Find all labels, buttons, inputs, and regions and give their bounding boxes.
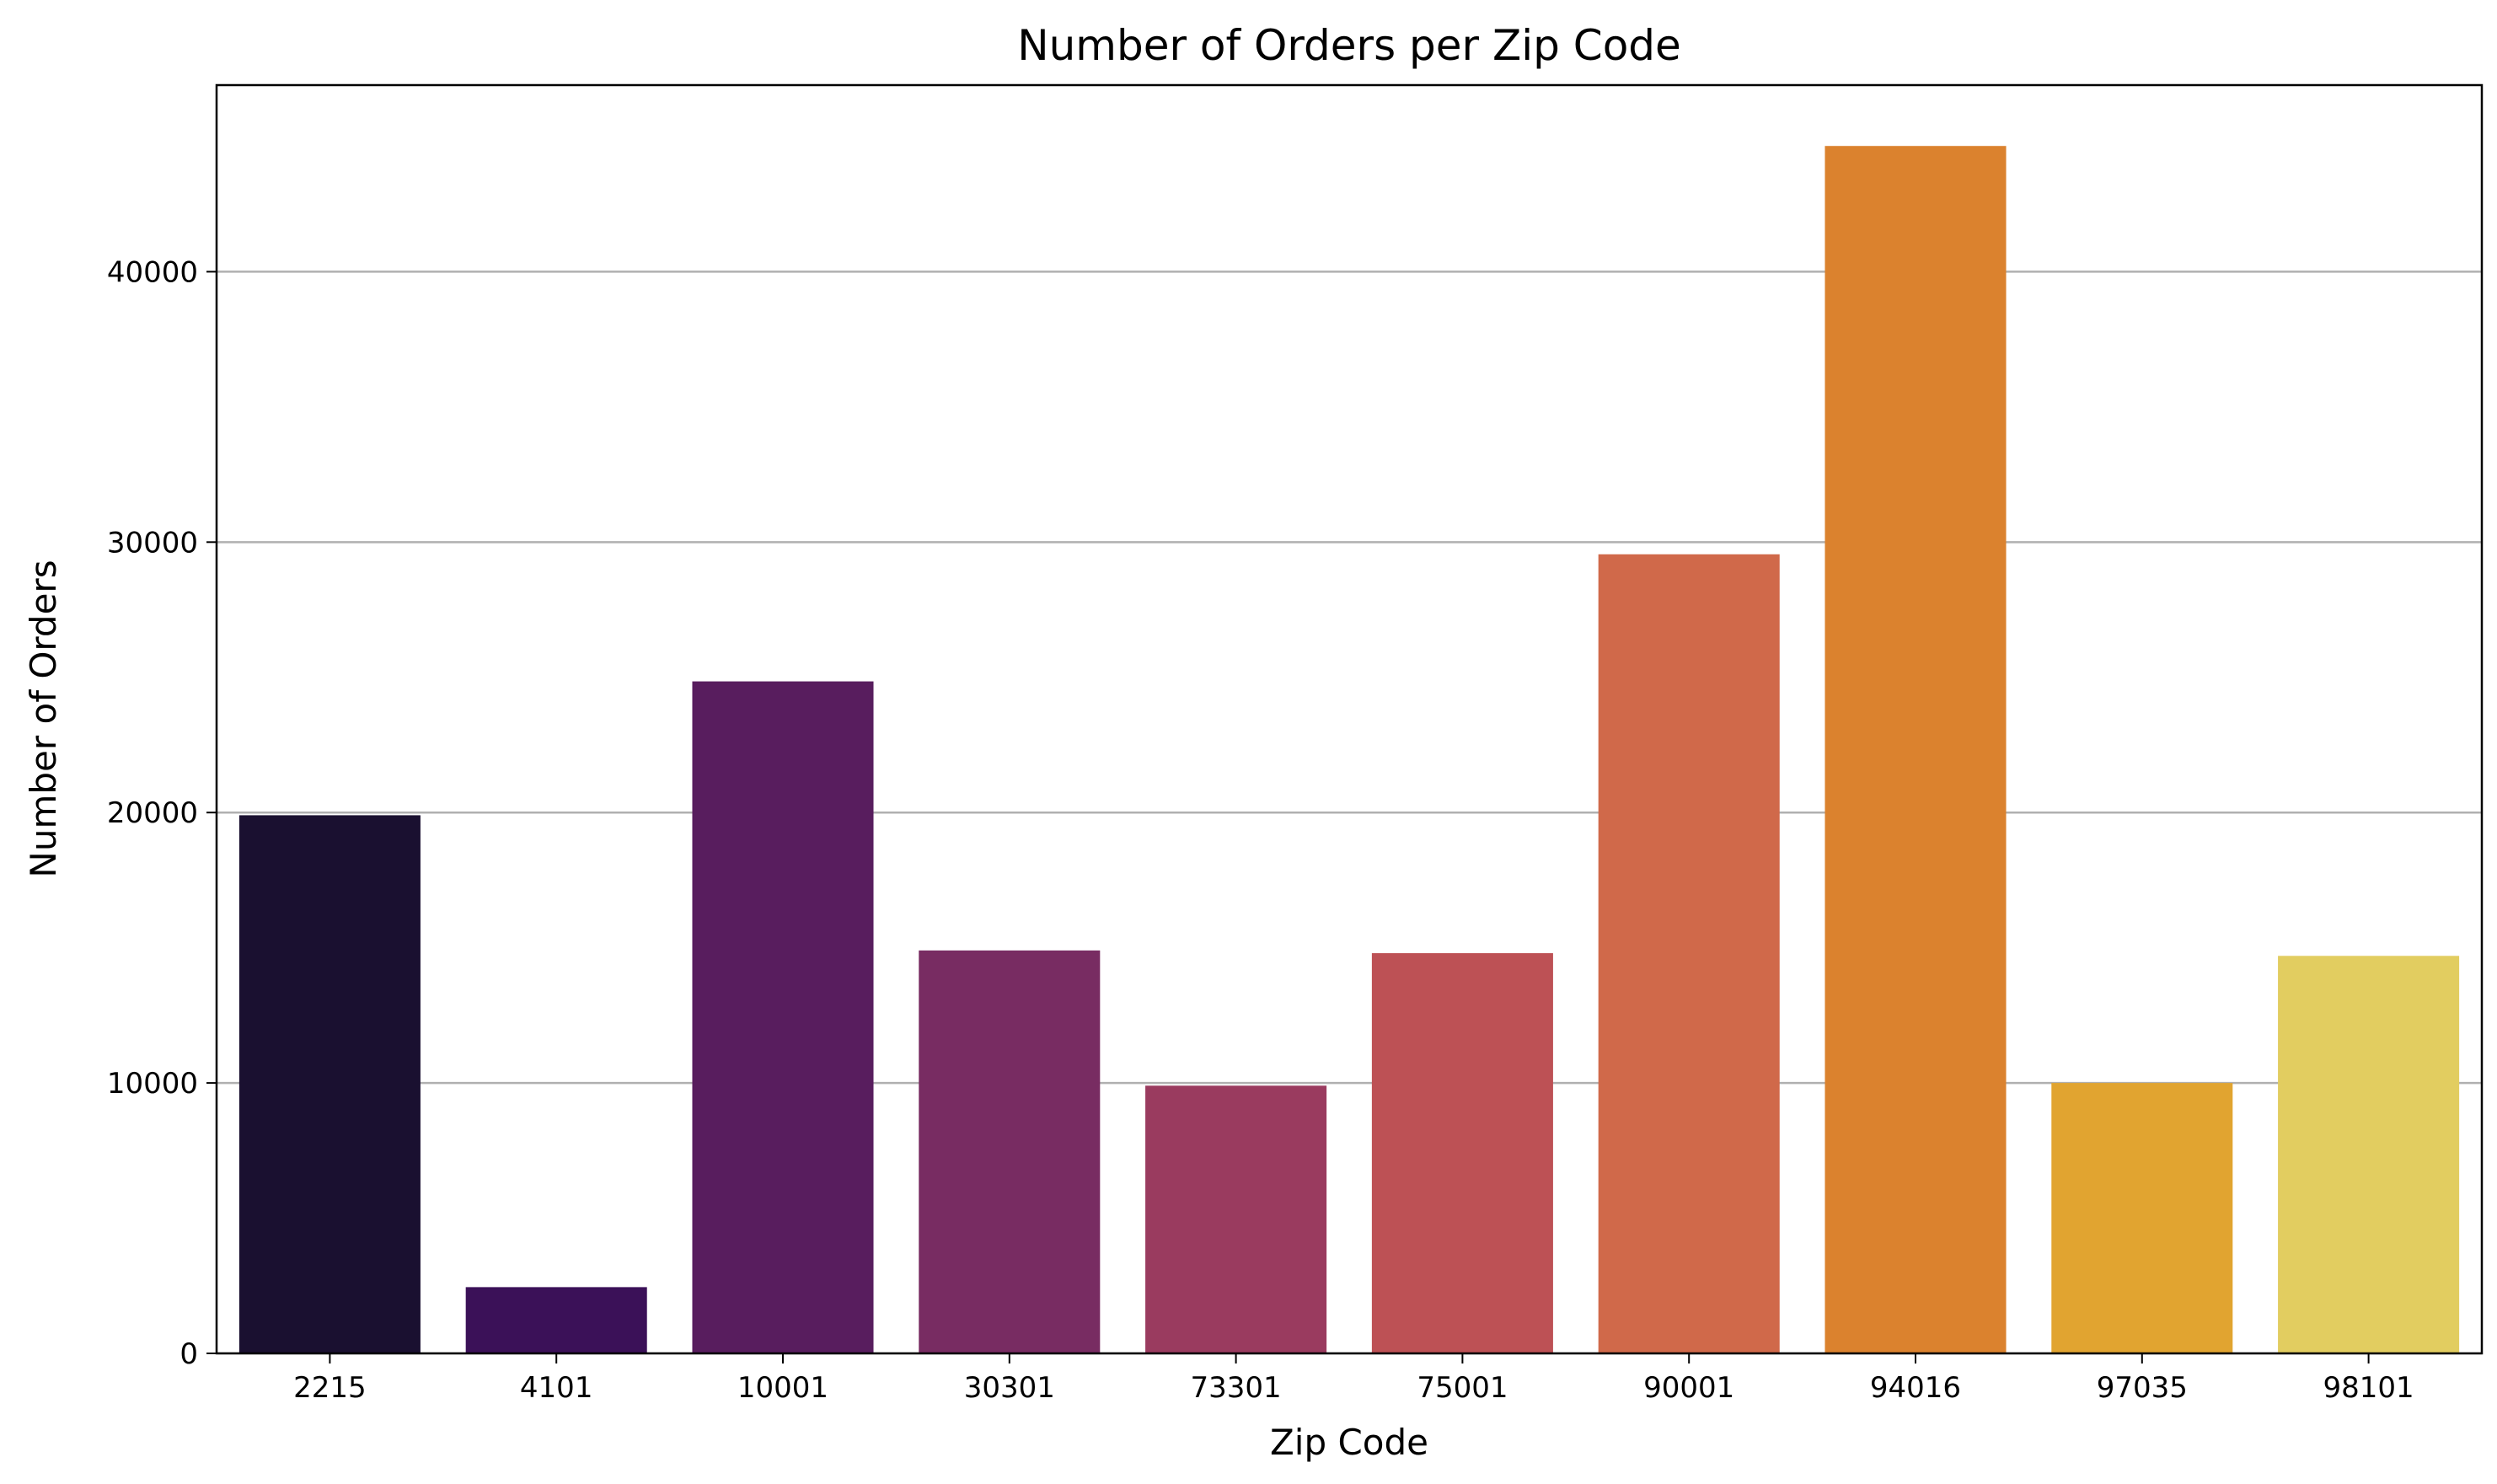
y-tick-label: 0 [180,1337,198,1371]
bar-73301 [1145,1085,1327,1353]
y-tick-label: 30000 [107,526,198,560]
y-axis-ticks: 0 10000 20000 30000 40000 [107,255,217,1371]
bar-94016 [1825,146,2007,1353]
chart-title: Number of Orders per Zip Code [1017,21,1681,70]
x-tick-label: 98101 [2323,1371,2414,1405]
x-tick-label: 2215 [293,1371,367,1405]
y-tick-label: 10000 [107,1067,198,1101]
y-tick-label: 20000 [107,796,198,830]
bar-98101 [2278,956,2460,1353]
bar-4101 [465,1287,647,1353]
x-tick-label: 30301 [964,1371,1055,1405]
x-tick-label: 90001 [1643,1371,1734,1405]
y-axis-label: Number of Orders [23,560,64,877]
x-axis-label: Zip Code [1270,1422,1428,1463]
x-tick-label: 75001 [1417,1371,1508,1405]
bar-2215 [238,815,421,1353]
bars [238,146,2460,1353]
x-tick-label: 73301 [1191,1371,1282,1405]
bar-75001 [1371,953,1553,1353]
x-axis-ticks: 2215 4101 10001 30301 73301 75001 90001 94016 97… [293,1353,2414,1405]
y-tick-label: 40000 [107,255,198,289]
bar-97035 [2051,1083,2233,1353]
x-tick-label: 97035 [2097,1371,2188,1405]
bar-90001 [1598,554,1780,1353]
x-tick-label: 94016 [1870,1371,1961,1405]
x-tick-label: 4101 [520,1371,593,1405]
plot-frame [215,83,2484,1355]
x-tick-label: 10001 [737,1371,828,1405]
bar-10001 [692,681,874,1353]
bar-30301 [919,950,1101,1353]
